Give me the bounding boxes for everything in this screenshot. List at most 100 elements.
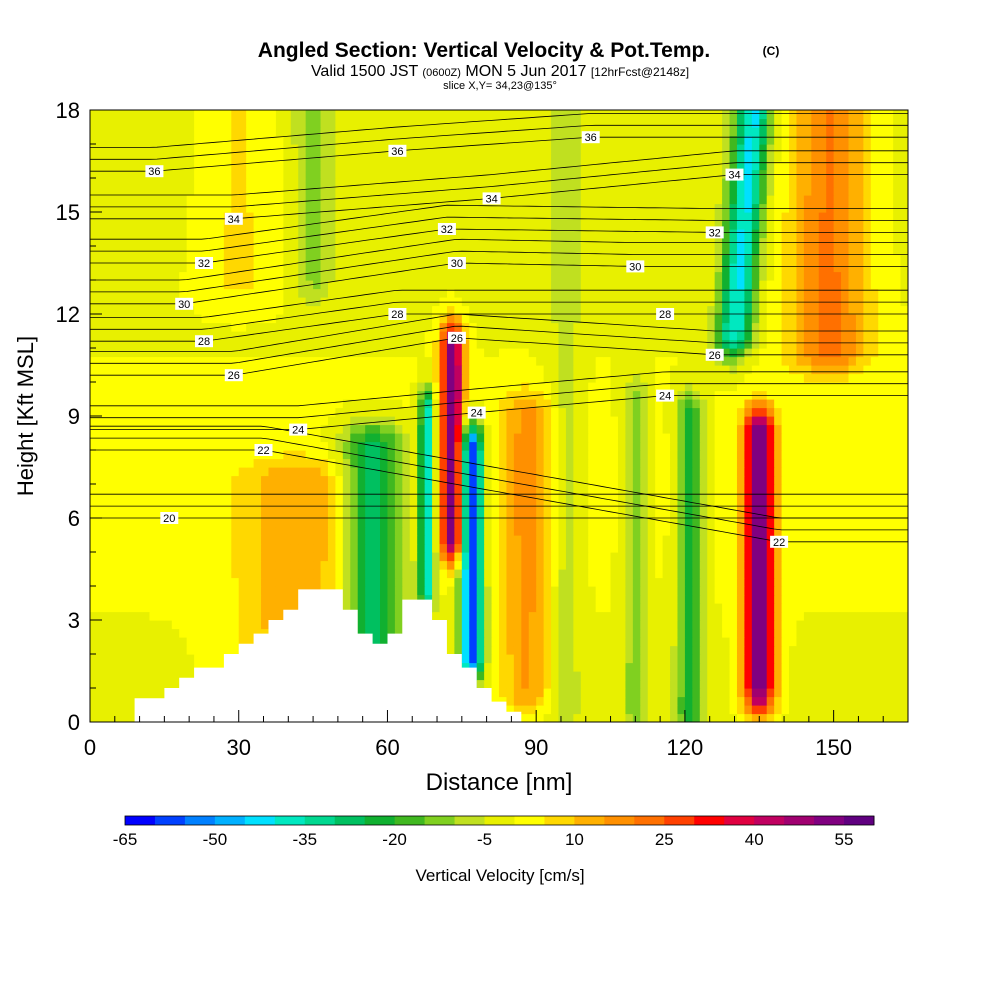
- velocity-cell: [194, 569, 203, 579]
- velocity-cell: [186, 620, 195, 630]
- velocity-cell: [551, 671, 560, 681]
- velocity-cell: [469, 373, 478, 383]
- velocity-cell: [610, 603, 619, 613]
- velocity-cell: [432, 441, 441, 451]
- velocity-cell: [588, 433, 597, 443]
- velocity-cell: [647, 594, 656, 604]
- velocity-cell: [640, 484, 649, 494]
- velocity-cell: [625, 450, 634, 460]
- velocity-cell: [789, 543, 798, 553]
- velocity-cell: [588, 705, 597, 715]
- velocity-cell: [394, 560, 403, 570]
- velocity-cell: [417, 441, 426, 451]
- velocity-cell: [558, 594, 567, 604]
- velocity-cell: [543, 424, 552, 434]
- velocity-cell: [350, 390, 359, 400]
- velocity-cell: [246, 467, 255, 477]
- velocity-cell: [461, 526, 470, 536]
- velocity-cell: [893, 671, 902, 681]
- velocity-cell: [692, 348, 701, 358]
- velocity-cell: [432, 365, 441, 375]
- velocity-cell: [97, 696, 106, 706]
- velocity-cell: [261, 433, 270, 443]
- velocity-cell: [97, 433, 106, 443]
- velocity-cell: [394, 407, 403, 417]
- velocity-cell: [268, 509, 277, 519]
- velocity-cell: [313, 484, 322, 494]
- velocity-cell: [811, 654, 820, 664]
- velocity-cell: [283, 365, 292, 375]
- velocity-cell: [736, 645, 745, 655]
- velocity-cell: [729, 586, 738, 596]
- velocity-cell: [484, 356, 493, 366]
- velocity-cell: [662, 611, 671, 621]
- velocity-cell: [610, 671, 619, 681]
- velocity-cell: [171, 492, 180, 502]
- velocity-cell: [677, 688, 686, 698]
- velocity-cell: [796, 458, 805, 468]
- velocity-cell: [238, 348, 247, 358]
- velocity-cell: [327, 348, 336, 358]
- velocity-cell: [231, 586, 240, 596]
- velocity-cell: [246, 603, 255, 613]
- velocity-cell: [551, 484, 560, 494]
- velocity-cell: [417, 382, 426, 392]
- velocity-cell: [551, 356, 560, 366]
- velocity-cell: [275, 356, 284, 366]
- velocity-cell: [796, 450, 805, 460]
- velocity-cell: [275, 611, 284, 621]
- velocity-cell: [268, 552, 277, 562]
- velocity-cell: [803, 526, 812, 536]
- velocity-cell: [432, 509, 441, 519]
- velocity-cell: [387, 518, 396, 528]
- velocity-cell: [134, 637, 143, 647]
- velocity-cell: [684, 560, 693, 570]
- velocity-cell: [863, 611, 872, 621]
- velocity-cell: [722, 705, 731, 715]
- velocity-cell: [610, 552, 619, 562]
- velocity-cell: [863, 535, 872, 545]
- velocity-cell: [803, 645, 812, 655]
- velocity-cell: [729, 696, 738, 706]
- velocity-cell: [179, 331, 188, 341]
- velocity-cell: [290, 569, 299, 579]
- velocity-cell: [454, 586, 463, 596]
- velocity-cell: [617, 467, 627, 477]
- velocity-cell: [625, 713, 634, 722]
- velocity-cell: [171, 577, 180, 587]
- velocity-cell: [803, 628, 812, 638]
- velocity-cell: [722, 688, 731, 698]
- velocity-cell: [900, 696, 908, 706]
- velocity-cell: [216, 441, 225, 451]
- velocity-cell: [729, 560, 738, 570]
- velocity-cell: [692, 586, 701, 596]
- velocity-cell: [313, 535, 322, 545]
- velocity-cell: [104, 348, 113, 358]
- velocity-cell: [491, 390, 500, 400]
- velocity-cell: [647, 518, 656, 528]
- velocity-cell: [729, 424, 738, 434]
- velocity-cell: [454, 458, 463, 468]
- velocity-cell: [350, 484, 359, 494]
- velocity-cell: [617, 620, 627, 630]
- velocity-cell: [484, 637, 493, 647]
- velocity-cell: [595, 441, 604, 451]
- velocity-cell: [558, 382, 567, 392]
- velocity-cell: [617, 501, 627, 511]
- velocity-cell: [208, 348, 218, 358]
- velocity-cell: [454, 348, 463, 358]
- velocity-cell: [112, 467, 121, 477]
- velocity-cell: [677, 645, 686, 655]
- velocity-cell: [521, 373, 530, 383]
- velocity-cell: [171, 586, 180, 596]
- velocity-cell: [283, 603, 292, 613]
- velocity-cell: [684, 586, 693, 596]
- velocity-cell: [722, 348, 731, 358]
- velocity-cell: [640, 620, 649, 630]
- velocity-cell: [647, 509, 656, 519]
- velocity-cell: [394, 569, 403, 579]
- velocity-cell: [171, 458, 180, 468]
- velocity-cell: [446, 424, 455, 434]
- velocity-cell: [104, 705, 113, 715]
- velocity-cell: [186, 382, 195, 392]
